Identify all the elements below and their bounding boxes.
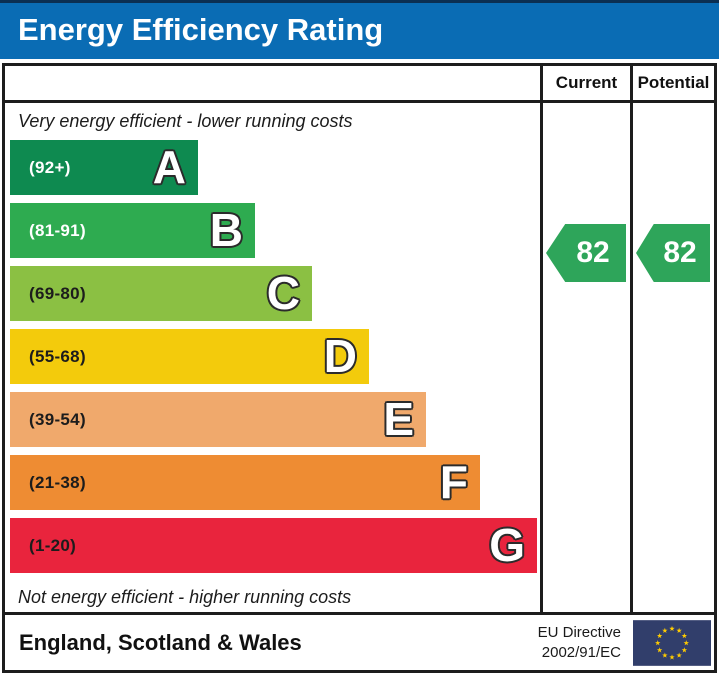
band-range-label: (55-68): [29, 346, 86, 366]
band-row-g: (1-20) G: [10, 518, 537, 573]
caption-not-efficient: Not energy efficient - higher running co…: [18, 586, 352, 607]
eu-directive-label: EU Directive 2002/91/EC: [538, 623, 621, 662]
eu-directive-line1: EU Directive: [537, 624, 621, 641]
band-range-label: (81-91): [29, 220, 86, 240]
band-letter: D: [323, 330, 357, 382]
band-row-c: (69-80) C: [10, 266, 312, 321]
potential-column: 82: [630, 103, 714, 613]
band-range-label: (39-54): [29, 409, 86, 429]
caption-very-efficient: Very energy efficient - lower running co…: [18, 111, 353, 131]
footer-bar: England, Scotland & Wales EU Directive 2…: [2, 615, 717, 673]
band-row-b: (81-91) B: [10, 203, 255, 258]
band-letter: B: [209, 204, 243, 256]
band-letter: F: [439, 456, 468, 508]
band-row-a: (92+) A: [10, 140, 198, 195]
potential-rating-value: 82: [663, 236, 697, 269]
eu-flag-icon: [633, 619, 711, 666]
potential-rating-arrow: 82: [636, 224, 710, 282]
band-range-label: (1-20): [29, 535, 77, 555]
band-letter: C: [266, 267, 300, 319]
band-letter: A: [152, 141, 186, 193]
table-corner-cell: [5, 66, 540, 103]
band-letter: E: [383, 393, 414, 445]
rating-table: Current Potential Very energy efficient …: [2, 63, 717, 615]
title-bar: Energy Efficiency Rating: [0, 0, 719, 59]
column-header-current: Current: [540, 66, 630, 103]
band-range-label: (92+): [29, 157, 71, 177]
current-rating-value: 82: [576, 236, 610, 269]
band-row-d: (55-68) D: [10, 329, 369, 384]
band-area: Very energy efficient - lower running co…: [5, 103, 540, 613]
column-header-potential: Potential: [630, 66, 714, 103]
band-row-f: (21-38) F: [10, 455, 480, 510]
band-letter: G: [489, 519, 525, 571]
region-label: England, Scotland & Wales: [19, 629, 302, 655]
band-range-label: (69-80): [29, 283, 86, 303]
band-row-e: (39-54) E: [10, 392, 426, 447]
current-rating-arrow: 82: [546, 224, 626, 282]
eu-directive-line2: 2002/91/EC: [541, 643, 621, 661]
band-range-label: (21-38): [29, 472, 86, 492]
current-column: 82: [540, 103, 630, 613]
page-title: Energy Efficiency Rating: [18, 12, 384, 47]
